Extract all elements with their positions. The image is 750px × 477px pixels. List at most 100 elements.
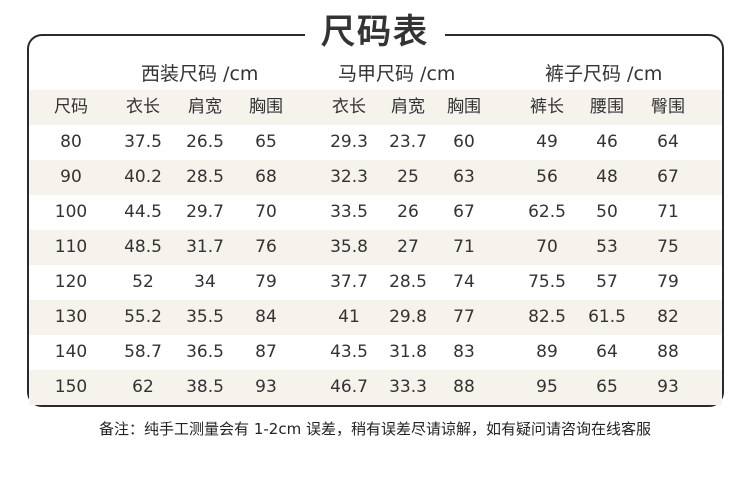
table-cell: 110	[54, 237, 88, 257]
table-cell: 79	[255, 272, 277, 292]
table-cell: 140	[54, 342, 88, 362]
table-cell: 75.5	[528, 272, 566, 292]
table-cell: 64	[596, 342, 618, 362]
table-cell: 90	[60, 167, 82, 187]
pants-size-header: 裤子尺码 /cm	[545, 63, 663, 85]
column-header: 肩宽	[391, 97, 425, 117]
table-cell: 46.7	[330, 377, 368, 397]
table-cell: 87	[255, 342, 277, 362]
column-header: 尺码	[54, 97, 88, 117]
page-title: 尺码表	[305, 8, 445, 56]
table-cell: 52	[132, 272, 154, 292]
table-cell: 53	[596, 237, 618, 257]
table-cell: 25	[397, 167, 419, 187]
table-cell: 55.2	[124, 307, 162, 327]
table-cell: 70	[536, 237, 558, 257]
table-cell: 65	[255, 132, 277, 152]
table-cell: 76	[255, 237, 277, 257]
column-header: 臀围	[651, 97, 685, 117]
table-cell: 26	[397, 202, 419, 222]
table-cell: 77	[453, 307, 475, 327]
suit-size-header: 西装尺码 /cm	[141, 63, 259, 85]
table-cell: 41	[338, 307, 360, 327]
table-cell: 32.3	[330, 167, 368, 187]
table-cell: 67	[453, 202, 475, 222]
table-cell: 150	[54, 377, 88, 397]
table-cell: 28.5	[389, 272, 427, 292]
table-cell: 37.7	[330, 272, 368, 292]
table-cell: 34	[194, 272, 216, 292]
table-header-row: 尺码 衣长 肩宽 胸围 衣长 肩宽 胸围 裤长 腰围 臀围	[29, 90, 722, 125]
table-cell: 23.7	[389, 132, 427, 152]
table-cell: 63	[453, 167, 475, 187]
table-cell: 49	[536, 132, 558, 152]
table-cell: 50	[596, 202, 618, 222]
table-row: 110 48.5 31.7 76 35.8 27 71 70 53 75	[29, 230, 722, 265]
table-cell: 56	[536, 167, 558, 187]
table-cell: 28.5	[186, 167, 224, 187]
table-cell: 80	[60, 132, 82, 152]
table-cell: 120	[54, 272, 88, 292]
table-row: 90 40.2 28.5 68 32.3 25 63 56 48 67	[29, 160, 722, 195]
table-cell: 35.8	[330, 237, 368, 257]
table-cell: 38.5	[186, 377, 224, 397]
table-cell: 64	[657, 132, 679, 152]
table-cell: 33.3	[389, 377, 427, 397]
table-row: 100 44.5 29.7 70 33.5 26 67 62.5 50 71	[29, 195, 722, 230]
table-cell: 75	[657, 237, 679, 257]
vest-size-header: 马甲尺码 /cm	[338, 63, 456, 85]
column-header: 腰围	[590, 97, 624, 117]
table-cell: 62	[132, 377, 154, 397]
column-header: 肩宽	[188, 97, 222, 117]
table-cell: 79	[657, 272, 679, 292]
table-cell: 65	[596, 377, 618, 397]
table-cell: 130	[54, 307, 88, 327]
table-row: 80 37.5 26.5 65 29.3 23.7 60 49 46 64	[29, 125, 722, 160]
table-cell: 61.5	[588, 307, 626, 327]
table-cell: 88	[657, 342, 679, 362]
table-cell: 100	[54, 202, 88, 222]
table-cell: 43.5	[330, 342, 368, 362]
table-cell: 31.8	[389, 342, 427, 362]
column-header: 胸围	[249, 97, 283, 117]
table-cell: 60	[453, 132, 475, 152]
table-cell: 68	[255, 167, 277, 187]
table-cell: 83	[453, 342, 475, 362]
table-cell: 84	[255, 307, 277, 327]
table-cell: 29.3	[330, 132, 368, 152]
table-cell: 58.7	[124, 342, 162, 362]
table-cell: 40.2	[124, 167, 162, 187]
table-cell: 82	[657, 307, 679, 327]
title-wrap: 尺码表	[0, 8, 750, 56]
footnote: 备注：纯手工测量会有 1-2cm 误差，稍有误差尽请谅解，如有疑问请咨询在线客服	[99, 420, 651, 438]
table-cell: 71	[453, 237, 475, 257]
table-cell: 31.7	[186, 237, 224, 257]
table-cell: 95	[536, 377, 558, 397]
column-header: 衣长	[126, 97, 160, 117]
table-cell: 48.5	[124, 237, 162, 257]
table-cell: 37.5	[124, 132, 162, 152]
table-cell: 88	[453, 377, 475, 397]
table-cell: 74	[453, 272, 475, 292]
table-cell: 46	[596, 132, 618, 152]
column-header: 胸围	[447, 97, 481, 117]
table-row: 150 62 38.5 93 46.7 33.3 88 95 65 93	[29, 370, 722, 405]
column-header: 衣长	[332, 97, 366, 117]
table-row: 130 55.2 35.5 84 41 29.8 77 82.5 61.5 82	[29, 300, 722, 335]
table-cell: 27	[397, 237, 419, 257]
table-cell: 44.5	[124, 202, 162, 222]
table-cell: 26.5	[186, 132, 224, 152]
table-cell: 93	[255, 377, 277, 397]
table-cell: 29.7	[186, 202, 224, 222]
table-row: 140 58.7 36.5 87 43.5 31.8 83 89 64 88	[29, 335, 722, 370]
table-row: 120 52 34 79 37.7 28.5 74 75.5 57 79	[29, 265, 722, 300]
table-cell: 57	[596, 272, 618, 292]
table-cell: 48	[596, 167, 618, 187]
table-cell: 33.5	[330, 202, 368, 222]
table-cell: 35.5	[186, 307, 224, 327]
table-cell: 71	[657, 202, 679, 222]
column-header: 裤长	[530, 97, 564, 117]
table-cell: 67	[657, 167, 679, 187]
table-cell: 89	[536, 342, 558, 362]
table-cell: 62.5	[528, 202, 566, 222]
